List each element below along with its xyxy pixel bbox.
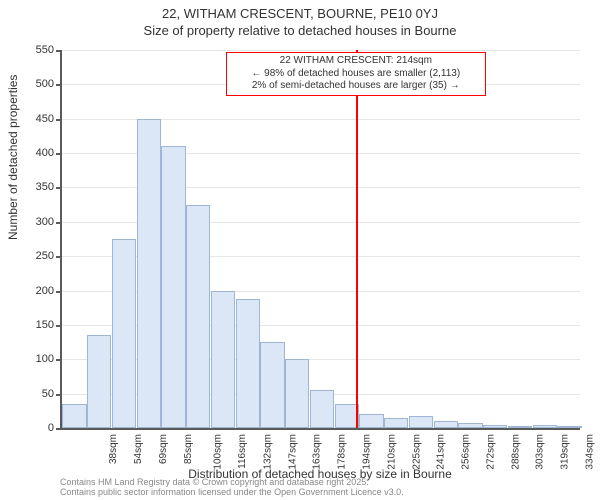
- xtick-label: 116sqm: [237, 434, 248, 469]
- ytick-label: 200: [14, 285, 54, 297]
- histogram-bar: [434, 421, 458, 428]
- histogram-bar: [62, 404, 86, 428]
- ytick-label: 0: [14, 422, 54, 434]
- histogram-bar: [211, 291, 235, 428]
- xtick-label: 319sqm: [560, 434, 571, 470]
- title-line2: Size of property relative to detached ho…: [0, 23, 600, 40]
- ytick-label: 50: [14, 388, 54, 400]
- chart-title: 22, WITHAM CRESCENT, BOURNE, PE10 0YJ Si…: [0, 0, 600, 40]
- reference-line: [356, 50, 358, 428]
- xtick-label: 241sqm: [436, 434, 447, 470]
- histogram-bar: [285, 359, 309, 428]
- ytick-label: 150: [14, 319, 54, 331]
- histogram-bar: [87, 335, 111, 428]
- xtick-label: 334sqm: [584, 434, 595, 470]
- ytick-label: 500: [14, 78, 54, 90]
- attribution-footer: Contains HM Land Registry data © Crown c…: [60, 478, 404, 498]
- ytick-label: 550: [14, 44, 54, 56]
- histogram-bar: [236, 299, 260, 428]
- ytick-label: 300: [14, 216, 54, 228]
- xtick-label: 256sqm: [461, 434, 472, 470]
- annotation-line3: 2% of semi-detached houses are larger (3…: [231, 80, 481, 93]
- histogram-bar: [557, 426, 581, 428]
- ytick-label: 450: [14, 113, 54, 125]
- footer-line2: Contains public sector information licen…: [60, 488, 404, 498]
- xtick-label: 100sqm: [213, 434, 224, 470]
- xtick-label: 132sqm: [263, 434, 274, 470]
- histogram-bar: [112, 239, 136, 428]
- xtick-label: 38sqm: [108, 434, 119, 464]
- histogram-bar: [483, 425, 507, 428]
- histogram-bar: [533, 425, 557, 428]
- plot-area: 05010015020025030035040045050055038sqm54…: [60, 50, 580, 430]
- xtick-label: 69sqm: [158, 434, 169, 464]
- xtick-label: 54sqm: [133, 434, 144, 464]
- xtick-label: 147sqm: [287, 434, 298, 470]
- histogram-bar: [260, 342, 284, 428]
- histogram-bar: [137, 119, 161, 428]
- histogram-bar: [508, 426, 532, 428]
- histogram-bar: [359, 414, 383, 428]
- annotation-line1: 22 WITHAM CRESCENT: 214sqm: [231, 55, 481, 68]
- ytick-label: 400: [14, 147, 54, 159]
- xtick-label: 194sqm: [362, 434, 373, 470]
- xtick-label: 272sqm: [485, 434, 496, 470]
- bars-group: [62, 50, 580, 428]
- histogram-bar: [409, 416, 433, 428]
- histogram-bar: [458, 423, 482, 428]
- histogram-bar: [384, 418, 408, 428]
- xtick-label: 163sqm: [312, 434, 323, 470]
- ytick-mark: [56, 428, 62, 430]
- xtick-label: 288sqm: [510, 434, 521, 470]
- xtick-label: 210sqm: [386, 434, 397, 470]
- xtick-label: 303sqm: [535, 434, 546, 470]
- ytick-label: 250: [14, 250, 54, 262]
- xtick-label: 85sqm: [183, 434, 194, 464]
- ytick-label: 100: [14, 353, 54, 365]
- histogram-bar: [310, 390, 334, 428]
- histogram-bar: [161, 146, 185, 428]
- xtick-label: 178sqm: [337, 434, 348, 470]
- annotation-line2: ← 98% of detached houses are smaller (2,…: [231, 68, 481, 81]
- annotation-callout: 22 WITHAM CRESCENT: 214sqm← 98% of detac…: [226, 52, 486, 96]
- histogram-bar: [186, 205, 210, 428]
- xtick-label: 225sqm: [411, 434, 422, 470]
- ytick-label: 350: [14, 181, 54, 193]
- title-line1: 22, WITHAM CRESCENT, BOURNE, PE10 0YJ: [0, 6, 600, 23]
